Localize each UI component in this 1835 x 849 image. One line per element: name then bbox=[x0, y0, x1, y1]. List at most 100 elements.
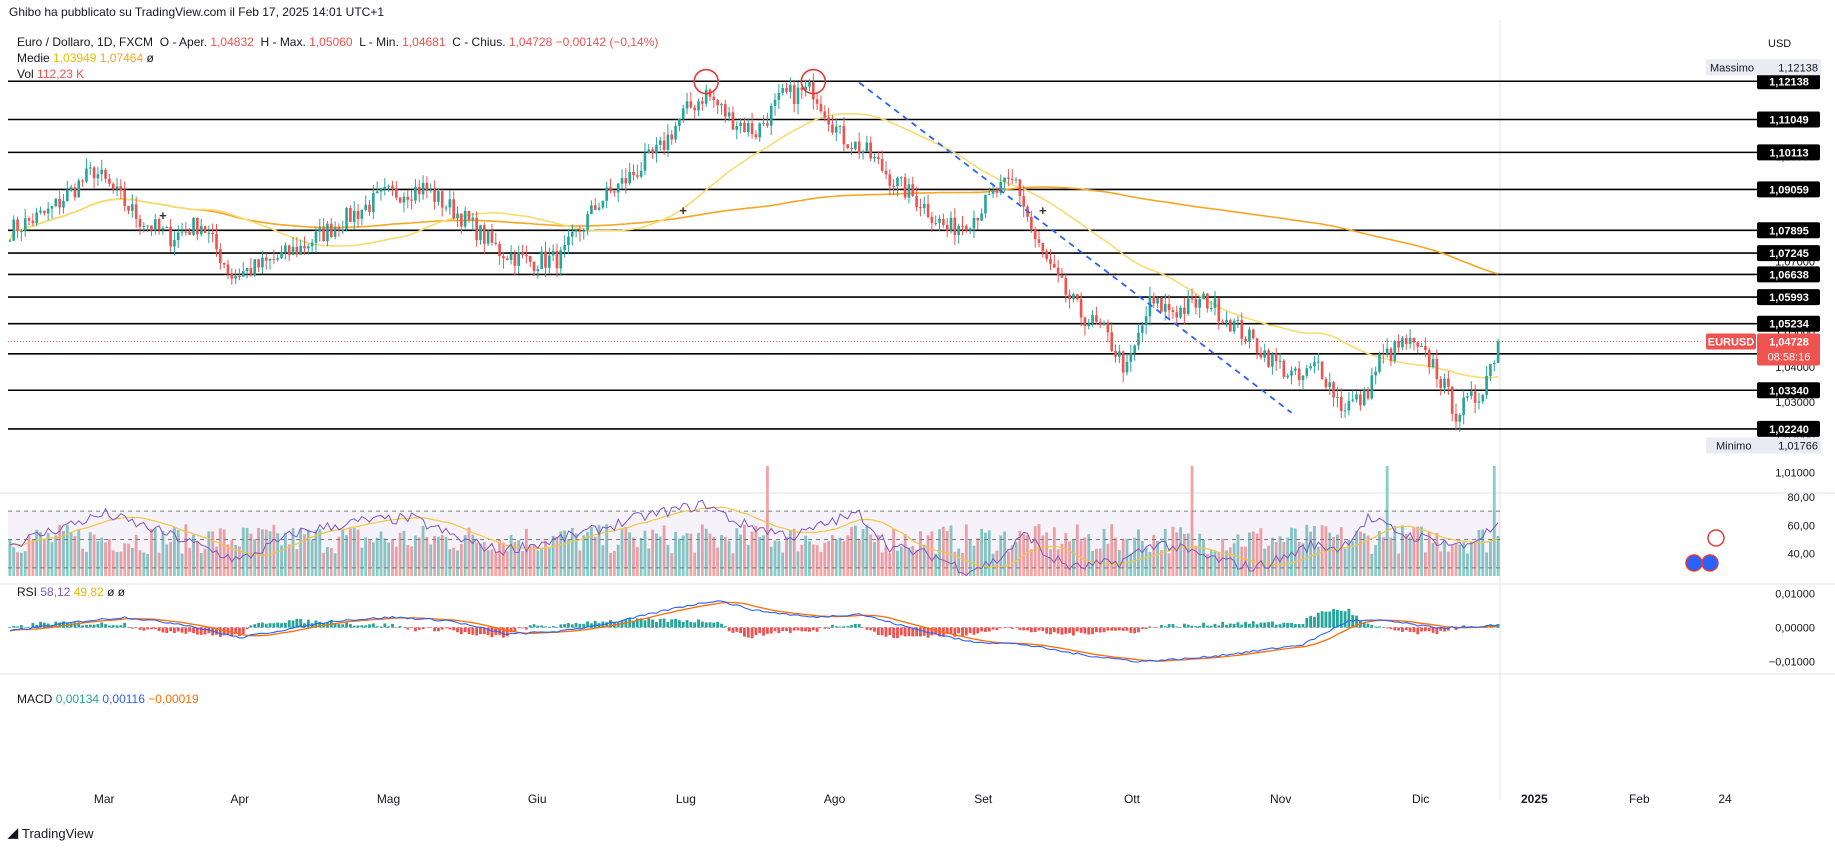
candle-body bbox=[919, 207, 922, 209]
candle-body bbox=[1462, 397, 1465, 415]
currency-label[interactable]: USD bbox=[1768, 38, 1792, 50]
macd-histogram-bar bbox=[609, 619, 612, 628]
candle bbox=[708, 88, 712, 101]
volume-bar bbox=[467, 527, 471, 576]
volume-bar bbox=[949, 525, 953, 576]
candle bbox=[261, 250, 264, 274]
volume-bar bbox=[1228, 547, 1232, 576]
candle-body bbox=[727, 112, 731, 117]
macd-histogram-bar bbox=[1401, 627, 1404, 632]
macd-histogram-bar bbox=[838, 626, 842, 628]
candle-body bbox=[479, 225, 482, 241]
candle-body bbox=[291, 246, 295, 256]
macd-histogram-bar bbox=[869, 627, 873, 631]
legend-rsi[interactable]: RSI 58,12 49,82 ø ø bbox=[17, 585, 125, 599]
time-tick-label: Nov bbox=[1270, 792, 1291, 806]
candle-body bbox=[712, 96, 716, 101]
candle-body bbox=[532, 261, 536, 272]
candle bbox=[165, 225, 169, 229]
candle-body bbox=[43, 210, 46, 214]
candle bbox=[1492, 360, 1496, 372]
legend-vol[interactable]: Vol 112,23 K bbox=[17, 67, 84, 81]
volume-bar bbox=[1458, 544, 1462, 576]
candle bbox=[743, 117, 746, 133]
price-axis: 1,100001,090001,080001,070001,060001,050… bbox=[1685, 59, 1821, 669]
macd-histogram-bar bbox=[482, 627, 486, 635]
macd-histogram-bar bbox=[27, 626, 31, 628]
time-tick-label: Ott bbox=[1124, 792, 1141, 806]
candle-body bbox=[1148, 296, 1152, 317]
volume-bar bbox=[544, 540, 547, 576]
volume-bar bbox=[1171, 526, 1175, 576]
volume-bar bbox=[100, 537, 104, 576]
macd-histogram-bar bbox=[100, 622, 104, 628]
candle-body bbox=[1194, 298, 1198, 308]
candle-body bbox=[111, 183, 115, 190]
candle-body bbox=[808, 82, 811, 87]
candle bbox=[1332, 380, 1335, 407]
candle bbox=[314, 227, 318, 253]
volume-bar bbox=[589, 527, 593, 576]
candle-body bbox=[1053, 263, 1056, 268]
candle bbox=[1366, 387, 1370, 401]
volume-bar bbox=[119, 551, 123, 576]
candle bbox=[1221, 319, 1224, 325]
candle-body bbox=[984, 194, 987, 214]
candle bbox=[720, 102, 723, 115]
candle-body bbox=[758, 123, 762, 138]
candle bbox=[1183, 297, 1186, 325]
candle-body bbox=[731, 112, 735, 130]
candle-body bbox=[811, 82, 815, 100]
legend-macd[interactable]: MACD 0,00134 0,00116 −0,00019 bbox=[17, 692, 199, 706]
macd-signal-value: −0,00019 bbox=[148, 692, 199, 706]
candle bbox=[877, 150, 880, 165]
candle-body bbox=[1412, 337, 1416, 343]
volume-bar bbox=[73, 535, 77, 576]
candle bbox=[184, 222, 188, 236]
volume-bar bbox=[896, 550, 899, 576]
candle bbox=[1309, 362, 1312, 371]
candle-body bbox=[230, 273, 234, 279]
volume-bar bbox=[436, 536, 440, 576]
candle bbox=[394, 181, 398, 201]
candle bbox=[199, 218, 203, 237]
macd-histogram-bar bbox=[1137, 627, 1140, 633]
legend-ma[interactable]: Medie 1,03949 1,07464 ø bbox=[17, 51, 154, 65]
volume-bar bbox=[765, 466, 769, 576]
level-label: 1,07895 bbox=[1769, 225, 1809, 237]
candle bbox=[1282, 359, 1286, 380]
macd-histogram-bar bbox=[704, 622, 708, 628]
candle bbox=[796, 81, 800, 115]
macd-histogram-bar bbox=[880, 627, 884, 636]
candle-body bbox=[991, 189, 995, 194]
macd-histogram-bar bbox=[536, 625, 540, 628]
macd-histogram-bar bbox=[169, 627, 173, 632]
volume-bar bbox=[502, 542, 505, 576]
macd-histogram-bar bbox=[987, 627, 991, 632]
candle-body bbox=[938, 218, 941, 223]
macd-histogram-bar bbox=[85, 624, 88, 628]
macd-histogram-bar bbox=[762, 627, 765, 636]
volume-bar bbox=[360, 547, 364, 576]
candle-body bbox=[555, 250, 559, 269]
peak-circle bbox=[693, 68, 719, 95]
candle-body bbox=[134, 204, 138, 219]
candle bbox=[1454, 403, 1458, 431]
high-value: 1,05060 bbox=[309, 35, 353, 49]
macd-histogram-bar bbox=[134, 627, 138, 629]
candle bbox=[1156, 296, 1159, 309]
candle-body bbox=[184, 231, 188, 233]
macd-histogram-bar bbox=[391, 623, 394, 628]
macd-histogram-bar bbox=[574, 622, 578, 628]
candle-body bbox=[1251, 329, 1255, 339]
candle bbox=[1144, 306, 1148, 335]
cross-marker: + bbox=[679, 203, 687, 218]
candle-body bbox=[272, 258, 276, 260]
volume-bar bbox=[800, 544, 804, 576]
candle-body bbox=[701, 101, 704, 104]
volume-bar bbox=[739, 534, 743, 576]
macd-histogram-bar bbox=[544, 626, 547, 628]
candle bbox=[108, 174, 111, 187]
volume-bar bbox=[123, 543, 127, 576]
